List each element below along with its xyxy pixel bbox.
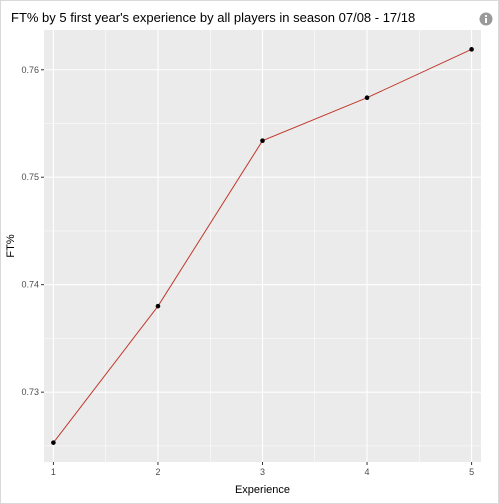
x-tick-label: 5 (469, 467, 474, 477)
y-tick-label: 0.73 (21, 387, 39, 397)
x-tick-label: 3 (260, 467, 265, 477)
info-icon[interactable] (479, 12, 493, 26)
major-gridlines (44, 30, 481, 462)
x-tick-label: 2 (155, 467, 160, 477)
y-axis-title: FT% (5, 234, 17, 257)
data-point (364, 95, 370, 101)
y-tick-label: 0.74 (21, 280, 39, 290)
data-point (260, 138, 265, 143)
chart-title: FT% by 5 first year's experience by all … (11, 10, 416, 25)
x-tick-label: 1 (51, 467, 56, 477)
x-tick-label: 4 (365, 467, 370, 477)
x-axis-title: Experience (235, 484, 290, 496)
y-axis-ticks: 0.73 0.74 0.75 0.76 (21, 65, 44, 397)
data-points (51, 47, 474, 445)
data-point (51, 440, 56, 445)
data-point (469, 47, 474, 52)
y-tick-label: 0.76 (21, 65, 39, 75)
x-axis-ticks: 1 2 3 4 5 (51, 462, 474, 477)
data-point (155, 303, 161, 309)
y-tick-label: 0.75 (21, 172, 39, 182)
